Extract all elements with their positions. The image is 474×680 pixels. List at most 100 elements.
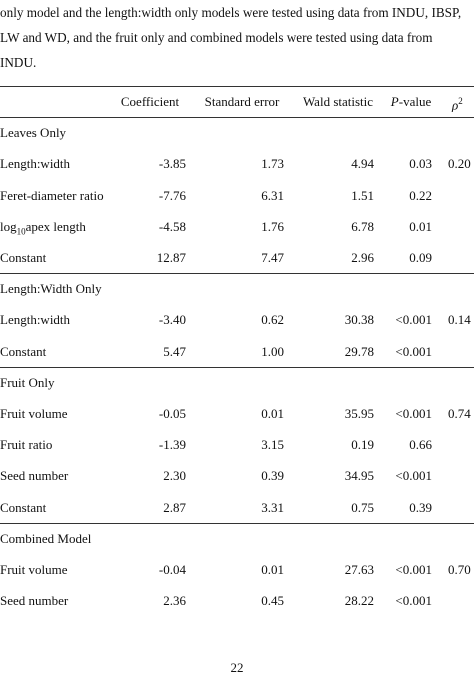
table-row: Constant 2.87 3.31 0.75 0.39 — [0, 492, 474, 523]
table-row: Constant 5.47 1.00 29.78 <0.001 — [0, 336, 474, 367]
row-label: Constant — [0, 343, 47, 359]
table-top-rule — [0, 86, 474, 87]
row-label: Seed number — [0, 468, 69, 484]
wald-statistic-cell: 34.95 — [344, 468, 374, 484]
wald-statistic-cell: 35.95 — [344, 406, 374, 421]
wald-statistic-cell: 4.94 — [351, 156, 374, 172]
wald-statistic-cell: 29.78 — [344, 343, 374, 359]
standard-error-cell: 0.01 — [261, 406, 284, 421]
standard-error-cell: 0.62 — [261, 312, 284, 328]
header-rho-sup: 2 — [458, 96, 463, 106]
wald-statistic-cell: 0.19 — [351, 437, 374, 453]
table-rule — [0, 522, 474, 524]
header-rho-symbol: ρ — [452, 97, 459, 113]
standard-error-cell: 1.73 — [261, 156, 284, 172]
header-coefficient: Coefficient — [120, 94, 180, 109]
rho-squared-cell: 0.20 — [448, 156, 471, 172]
section-title-row: Leaves Only — [0, 117, 474, 148]
header-wald-statistic: Wald statistic — [302, 94, 374, 109]
row-label: Length:width — [0, 156, 71, 172]
p-value-cell: 0.39 — [409, 499, 432, 515]
section-title-row: Length:Width Only — [0, 273, 474, 304]
p-value-cell: 0.09 — [409, 250, 432, 265]
standard-error-cell: 3.15 — [261, 437, 284, 453]
coefficient-cell: 5.47 — [163, 343, 186, 359]
coefficient-cell: 12.87 — [156, 250, 186, 265]
coefficient-cell: -0.04 — [158, 562, 186, 577]
coefficient-cell: -7.76 — [158, 187, 186, 203]
table-row: Fruit volume -0.04 0.01 27.63 <0.001 0.70 — [0, 554, 474, 585]
wald-statistic-cell: 0.75 — [351, 499, 374, 515]
table-row: Seed number 2.36 0.45 28.22 <0.001 — [0, 585, 474, 616]
row-label: Seed number — [0, 593, 69, 609]
rho-squared-cell: 0.74 — [448, 406, 471, 421]
row-label-suffix: apex length — [25, 218, 86, 234]
section-title: Leaves Only — [0, 125, 67, 141]
row-label: Constant — [0, 499, 47, 515]
section-title: Fruit Only — [0, 374, 55, 390]
header-p-italic: P — [390, 94, 399, 109]
intro-line: LW and WD, and the fruit only and combin… — [0, 30, 433, 45]
standard-error-cell: 6.31 — [261, 187, 284, 203]
wald-statistic-cell: 2.96 — [351, 250, 374, 265]
header-standard-error: Standard error — [204, 94, 280, 109]
header-p-rest: -value — [398, 94, 432, 109]
section-title: Combined Model — [0, 530, 92, 546]
p-value-cell: <0.001 — [395, 593, 432, 609]
table-row: Fruit volume -0.05 0.01 35.95 <0.001 0.74 — [0, 398, 474, 429]
p-value-cell: 0.66 — [409, 437, 432, 453]
coefficient-cell: -4.58 — [158, 218, 186, 234]
row-label: Constant — [0, 250, 47, 265]
row-label: Fruit volume — [0, 562, 68, 577]
table-row: Feret-diameter ratio -7.76 6.31 1.51 0.22 — [0, 180, 474, 211]
standard-error-cell: 7.47 — [261, 250, 284, 265]
wald-statistic-cell: 6.78 — [351, 218, 374, 234]
coefficient-cell: 2.36 — [163, 593, 186, 609]
section-title-row: Fruit Only — [0, 367, 474, 398]
row-label-subscript: 10 — [16, 226, 26, 237]
coefficient-cell: -0.05 — [158, 406, 186, 421]
standard-error-cell: 0.45 — [261, 593, 284, 609]
p-value-cell: <0.001 — [395, 343, 432, 359]
table-rule — [0, 273, 474, 275]
intro-line: INDU. — [0, 55, 37, 70]
p-value-cell: 0.22 — [409, 187, 432, 203]
row-label-prefix: log — [0, 218, 17, 234]
rho-squared-cell: 0.70 — [448, 562, 471, 577]
row-label: Fruit volume — [0, 406, 68, 421]
header-rho-squared: ρ2 — [452, 86, 474, 120]
row-label: Length:width — [0, 312, 71, 328]
section-title-row: Combined Model — [0, 523, 474, 554]
intro-line: only model and the length:width only mod… — [0, 5, 462, 20]
wald-statistic-cell: 28.22 — [344, 593, 374, 609]
table-row: log10apex length -4.58 1.76 6.78 0.01 — [0, 211, 474, 242]
coefficient-cell: -1.39 — [158, 437, 186, 453]
standard-error-cell: 1.00 — [261, 343, 284, 359]
standard-error-cell: 0.39 — [261, 468, 284, 484]
wald-statistic-cell: 30.38 — [344, 312, 374, 328]
p-value-cell: <0.001 — [395, 312, 432, 328]
table-rule — [0, 117, 474, 119]
p-value-cell: <0.001 — [395, 406, 432, 421]
table-row: Seed number 2.30 0.39 34.95 <0.001 — [0, 460, 474, 491]
wald-statistic-cell: 1.51 — [351, 187, 374, 203]
page-number: 22 — [230, 660, 244, 675]
p-value-cell: 0.01 — [409, 218, 432, 234]
section-title: Length:Width Only — [0, 281, 102, 297]
table-rule — [0, 366, 474, 368]
coefficient-cell: 2.87 — [163, 499, 186, 515]
table-row: Constant 12.87 7.47 2.96 0.09 — [0, 242, 474, 273]
table-header-row: Coefficient Standard error Wald statisti… — [0, 86, 474, 117]
coefficient-cell: -3.85 — [158, 156, 186, 172]
standard-error-cell: 1.76 — [261, 218, 284, 234]
table-row: Length:width -3.40 0.62 30.38 <0.001 0.14 — [0, 304, 474, 335]
intro-paragraph: only model and the length:width only mod… — [0, 0, 474, 75]
coefficient-cell: -3.40 — [158, 312, 186, 328]
p-value-cell: <0.001 — [395, 562, 432, 577]
header-p-value: P-value — [382, 86, 440, 117]
standard-error-cell: 3.31 — [261, 499, 284, 515]
coefficient-cell: 2.30 — [163, 468, 186, 484]
rho-squared-cell: 0.14 — [448, 312, 471, 328]
row-label: Fruit ratio — [0, 437, 53, 453]
p-value-cell: <0.001 — [395, 468, 432, 484]
